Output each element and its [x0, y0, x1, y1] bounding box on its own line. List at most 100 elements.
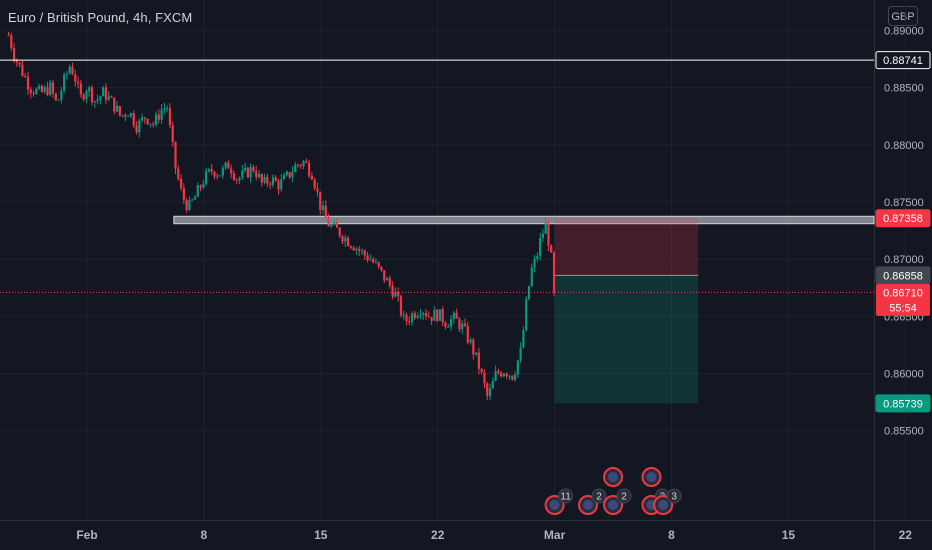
- candle-down: [266, 176, 269, 184]
- candle-up: [141, 117, 144, 121]
- take-profit-area: [554, 275, 699, 404]
- currency-button[interactable]: GBP: [888, 6, 918, 26]
- candle-up: [88, 87, 91, 92]
- candle-up: [533, 259, 536, 268]
- candle-down: [54, 93, 57, 100]
- candle-down: [135, 125, 138, 133]
- candle-up: [344, 237, 347, 242]
- candle-up: [221, 167, 224, 176]
- candle-down: [547, 223, 550, 246]
- candle-down: [177, 168, 180, 179]
- candle-down: [76, 81, 80, 84]
- candle-down: [335, 222, 339, 228]
- candle-down: [26, 76, 30, 90]
- candle-down: [218, 175, 222, 177]
- candle-down: [349, 246, 352, 248]
- candle-up: [385, 278, 389, 281]
- candle-up: [539, 237, 542, 257]
- line-price-tag-text: 0.88741: [883, 55, 923, 67]
- candle-up: [374, 262, 378, 264]
- candle-up: [249, 166, 252, 178]
- candle-down: [372, 259, 375, 263]
- x-tick-label: 15: [782, 528, 796, 542]
- candle-down: [246, 167, 249, 178]
- candle-down: [408, 321, 411, 323]
- candle-down: [463, 323, 467, 326]
- x-tick-label: Feb: [76, 528, 97, 542]
- economic-events: 112223: [544, 467, 682, 515]
- candle-down: [316, 188, 319, 192]
- candle-up: [129, 113, 133, 116]
- candle-up: [38, 86, 41, 89]
- candle-up: [419, 314, 422, 316]
- candle-up: [508, 375, 511, 377]
- candle-up: [257, 174, 261, 177]
- y-tick-label: 0.88000: [884, 140, 924, 152]
- candle-down: [338, 227, 341, 237]
- candle-up: [115, 105, 119, 112]
- candle-up: [263, 176, 266, 183]
- candle-up: [447, 326, 450, 328]
- candle-down: [213, 171, 216, 177]
- candle-up: [491, 380, 494, 389]
- candle-down: [40, 86, 44, 92]
- candle-down: [313, 179, 316, 189]
- candle-down: [230, 168, 233, 174]
- event-count-badge: [591, 488, 607, 504]
- price-tags: 0.88741 0.87358 0.86858 0.85739 0.86710 55:54: [875, 51, 931, 413]
- candle-down: [18, 62, 21, 65]
- candle-down: [413, 313, 416, 318]
- candle-down: [168, 108, 172, 126]
- candle-down: [308, 162, 311, 176]
- candle-up: [43, 87, 46, 92]
- candle-up: [238, 177, 241, 181]
- stop-loss-area: [554, 218, 699, 276]
- x-tick-label: 22: [899, 528, 913, 542]
- candle-up: [280, 179, 283, 190]
- candle-down: [12, 48, 16, 60]
- candle-up: [433, 309, 436, 321]
- candle-up: [525, 299, 528, 331]
- candle-down: [210, 169, 213, 172]
- y-tick-label: 0.87000: [884, 254, 924, 266]
- current-price-tag: [876, 283, 930, 316]
- time-axis: Feb 8 15 22 Mar 8 15 22: [76, 528, 912, 542]
- candle-down: [179, 178, 183, 189]
- candle-down: [21, 64, 24, 76]
- candle-up: [96, 99, 99, 102]
- candle-up: [544, 223, 547, 234]
- candle-down: [466, 325, 469, 343]
- symbol-title[interactable]: Euro / British Pound, 4h, FXCM: [8, 10, 193, 25]
- zone-price-tag: [875, 209, 931, 228]
- event-count-text: 2: [596, 492, 602, 503]
- candle-down: [310, 175, 313, 180]
- candle-down: [288, 172, 291, 178]
- candle-up: [330, 224, 333, 227]
- candle-up: [449, 319, 453, 327]
- candle-up: [99, 96, 102, 100]
- candle-down: [171, 125, 174, 142]
- candle-down: [29, 89, 32, 94]
- candle-up: [475, 352, 478, 355]
- candle-up: [93, 101, 96, 103]
- candle-up: [519, 347, 522, 361]
- candle-down: [51, 82, 55, 94]
- candle-down: [10, 35, 13, 49]
- candle-up: [163, 108, 166, 110]
- candle-down: [358, 248, 361, 251]
- candle-up: [302, 161, 305, 166]
- candle-down: [90, 87, 94, 103]
- line-price-tag: [875, 51, 931, 70]
- entry-price-tag-text: 0.86858: [883, 270, 923, 282]
- candle-down: [82, 94, 85, 100]
- candle-up: [243, 167, 247, 171]
- candle-up: [68, 66, 71, 74]
- y-tick-label: 0.88500: [884, 83, 924, 95]
- candle-up: [191, 199, 194, 201]
- candle-up: [224, 162, 227, 168]
- candle-up: [271, 177, 275, 185]
- candle-up: [57, 99, 60, 101]
- candle-up: [516, 360, 519, 375]
